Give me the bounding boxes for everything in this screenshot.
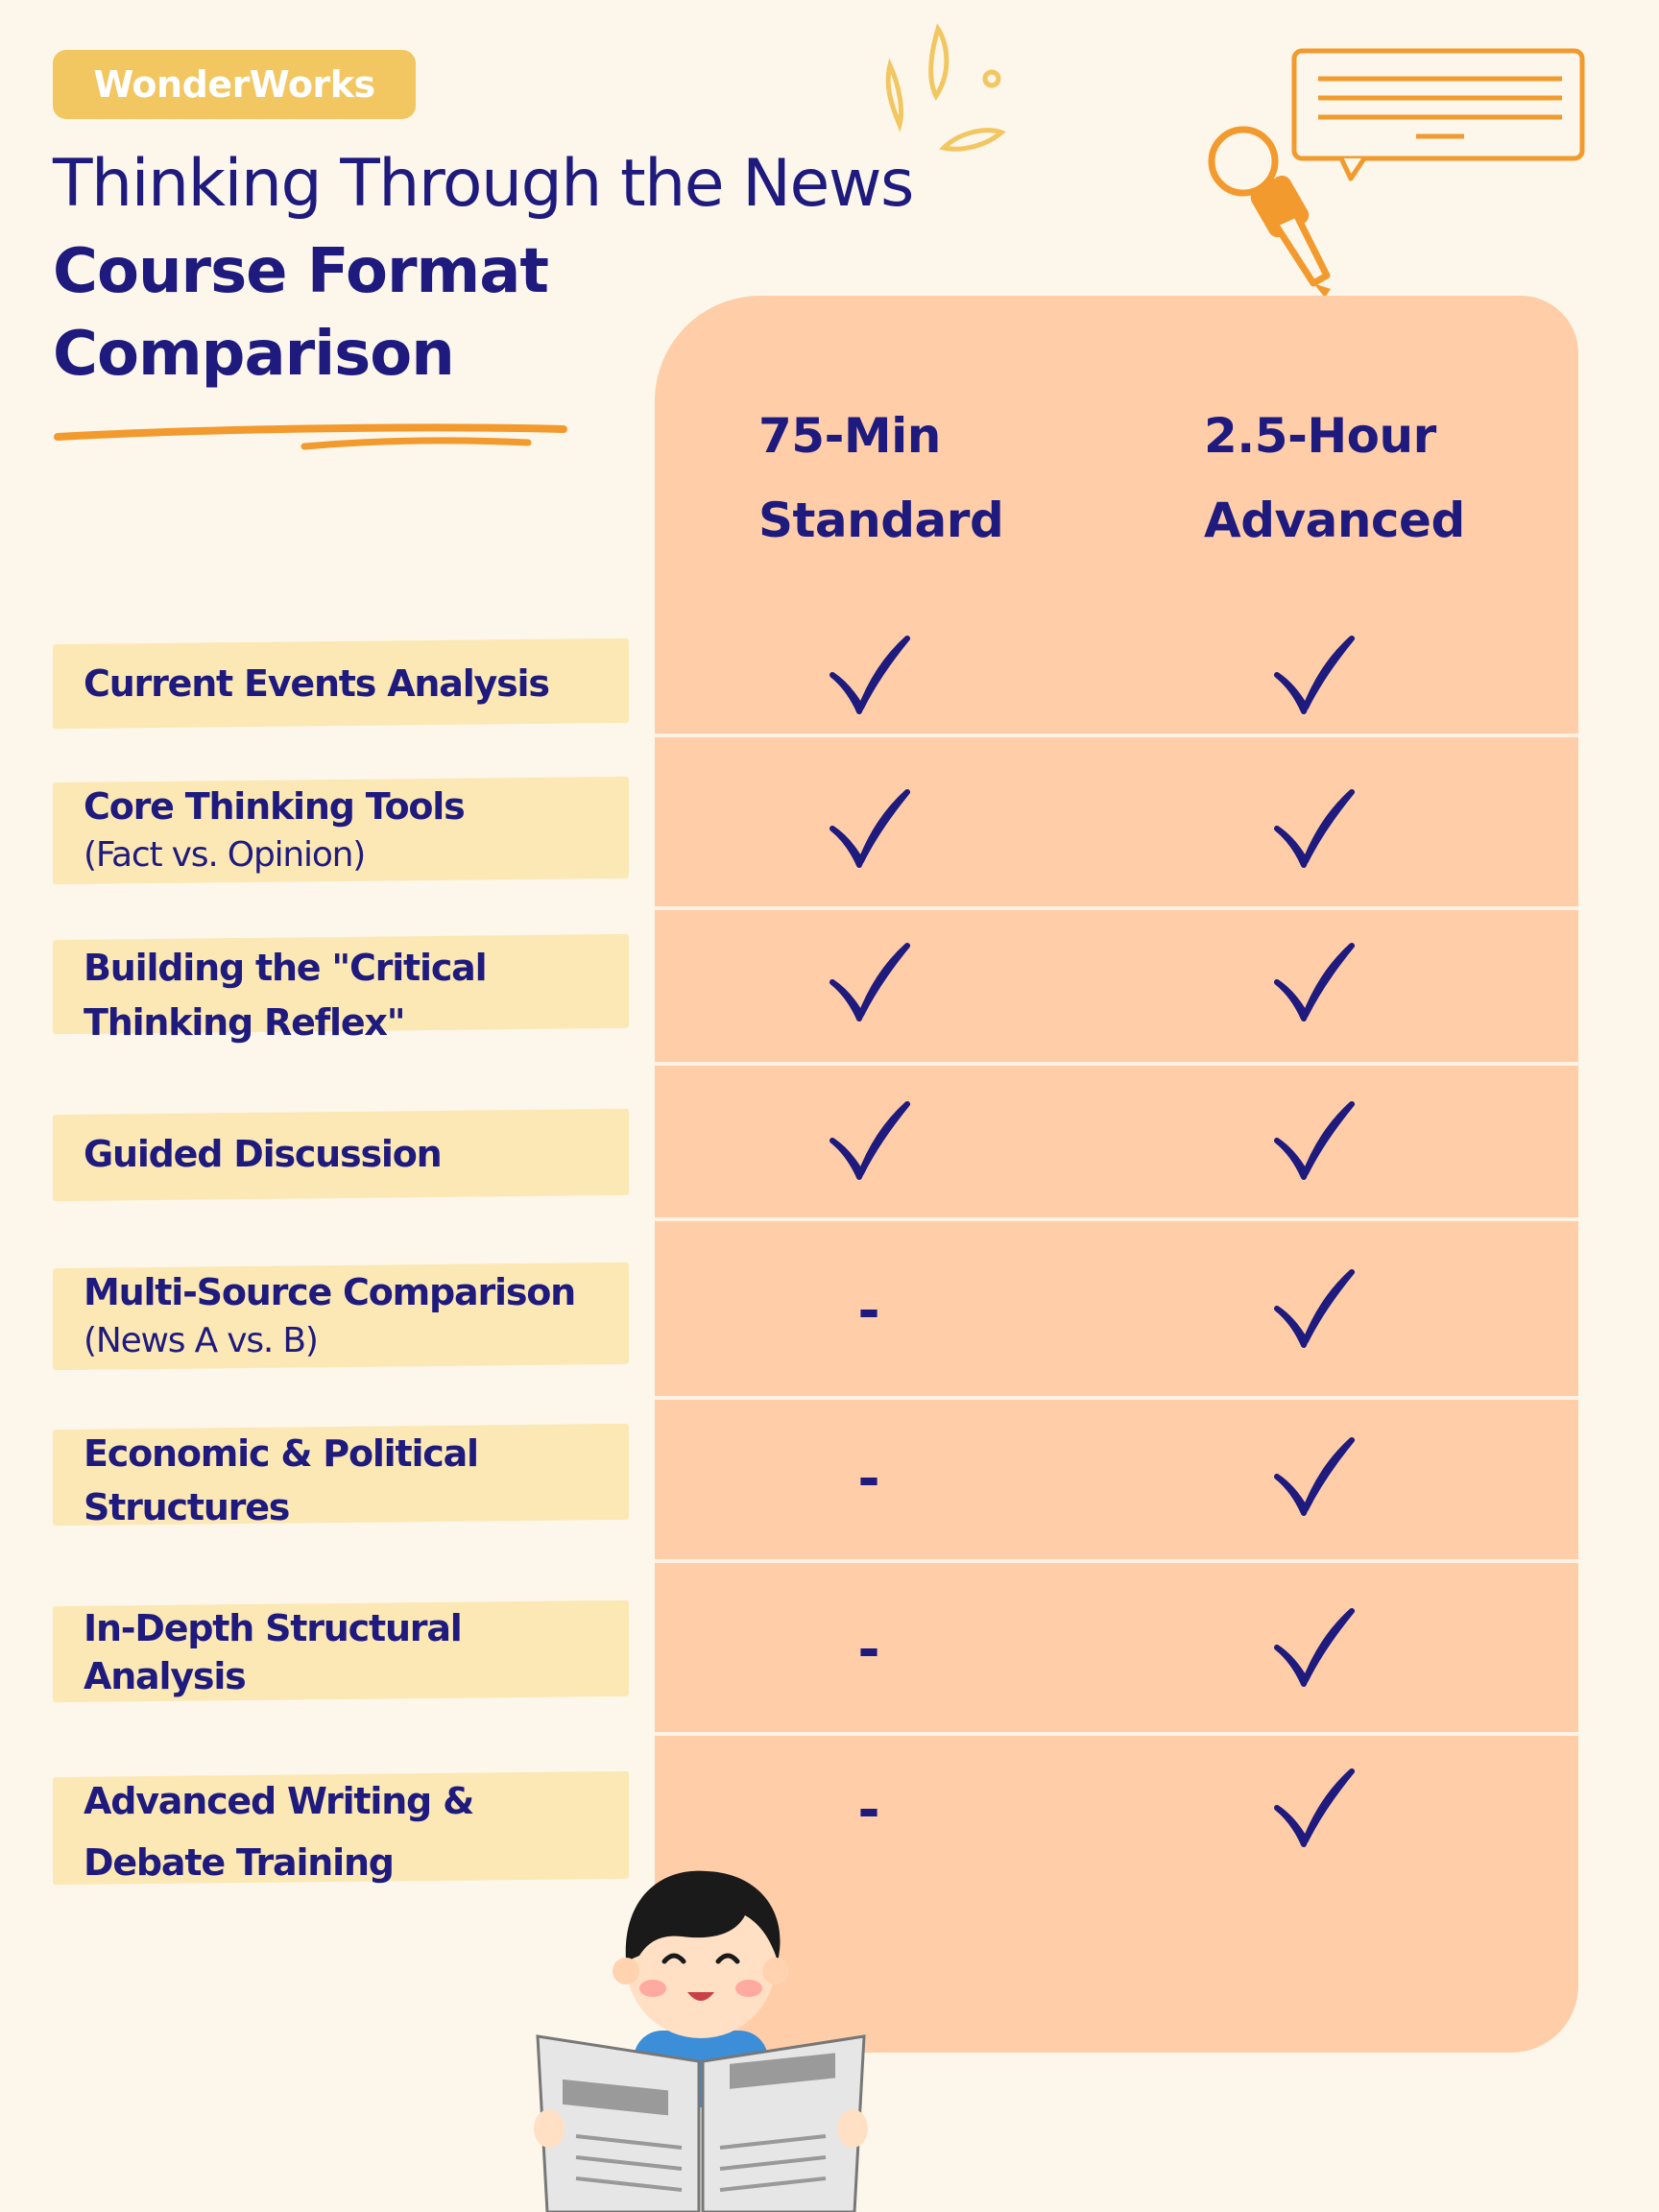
check-icon: [823, 631, 915, 723]
row-label-main-line2: Analysis: [84, 1655, 247, 1697]
row-divider: [655, 906, 1578, 910]
row-label-main-line2: Structures: [84, 1486, 290, 1528]
dash-text: -: [857, 1618, 880, 1681]
row-label-multi-source: Multi-Source Comparison (News A vs. B): [53, 1262, 629, 1371]
title-underline-decoration: [54, 423, 567, 450]
row-label-main-line2: Thinking Reflex": [84, 1001, 406, 1044]
row-label-main: Guided Discussion: [84, 1133, 443, 1175]
row-label-sub: (News A vs. B): [84, 1321, 319, 1360]
row-divider: [655, 1396, 1578, 1400]
dash-text: -: [857, 1778, 880, 1841]
page-title-line1: Course Format: [53, 236, 549, 307]
check-icon: [823, 938, 915, 1030]
row-label-main: Economic & Political: [84, 1432, 479, 1475]
check-icon: [1267, 631, 1359, 723]
row-label-advanced-writing: Advanced Writing & Debate Training: [53, 1770, 629, 1886]
row-label-main: Building the "Critical: [84, 947, 488, 989]
dash-icon: -: [823, 1764, 915, 1856]
page-title-line2: Comparison: [53, 319, 455, 390]
row-divider: [655, 733, 1578, 737]
check-icon: [1267, 1764, 1359, 1856]
speech-bubble-icon: [1291, 48, 1585, 181]
row-label-main: Current Events Analysis: [84, 662, 550, 705]
brand-badge: WonderWorks: [53, 50, 416, 119]
row-label-critical-thinking-reflex: Building the "Critical Thinking Reflex": [53, 933, 629, 1044]
row-divider: [655, 1559, 1578, 1563]
row-label-guided-discussion: Guided Discussion: [53, 1108, 629, 1202]
check-icon: [1267, 1432, 1359, 1525]
row-divider: [655, 1062, 1578, 1066]
row-divider: [655, 1732, 1578, 1736]
column-header-advanced-line1: 2.5-Hour: [1204, 408, 1436, 464]
dash-icon: -: [823, 1264, 915, 1357]
row-label-current-events: Current Events Analysis: [53, 637, 629, 730]
page-title: Course Format Comparison: [53, 230, 549, 396]
check-icon: [1267, 784, 1359, 877]
page-subtitle: Thinking Through the News: [53, 146, 914, 222]
row-label-main: In-Depth Structural: [84, 1607, 463, 1649]
row-label-sub: (Fact vs. Opinion): [84, 835, 366, 875]
check-icon: [1267, 1096, 1359, 1189]
column-header-standard: 75-Min Standard: [758, 394, 1004, 563]
row-label-main: Advanced Writing &: [84, 1780, 474, 1822]
sparkle-doodle-icon: [885, 23, 1006, 152]
column-header-advanced: 2.5-Hour Advanced: [1204, 394, 1465, 563]
check-icon: [823, 1096, 915, 1189]
check-icon: [1267, 1264, 1359, 1357]
row-label-core-thinking-tools: Core Thinking Tools (Fact vs. Opinion): [53, 776, 629, 885]
column-header-standard-line2: Standard: [758, 493, 1004, 548]
dash-text: -: [857, 1447, 880, 1510]
row-label-main-line2: Debate Training: [84, 1841, 395, 1884]
row-label-main: Core Thinking Tools: [84, 785, 466, 828]
column-header-advanced-line2: Advanced: [1204, 493, 1465, 548]
column-header-standard-line1: 75-Min: [758, 408, 941, 464]
row-divider: [655, 1217, 1578, 1221]
row-label-main: Multi-Source Comparison: [84, 1271, 576, 1313]
check-icon: [823, 784, 915, 877]
check-icon: [1267, 1603, 1359, 1695]
dash-icon: -: [823, 1432, 915, 1525]
row-label-economic-political: Economic & Political Structures: [53, 1423, 629, 1528]
dash-text: -: [857, 1279, 880, 1342]
boy-reading-newspaper-illustration: [534, 1870, 868, 2212]
microphone-icon: [1208, 126, 1331, 298]
comparison-panel: [655, 296, 1578, 2053]
row-label-in-depth-structural: In-Depth Structural Analysis: [53, 1599, 629, 1703]
dash-icon: -: [823, 1603, 915, 1695]
check-icon: [1267, 938, 1359, 1030]
